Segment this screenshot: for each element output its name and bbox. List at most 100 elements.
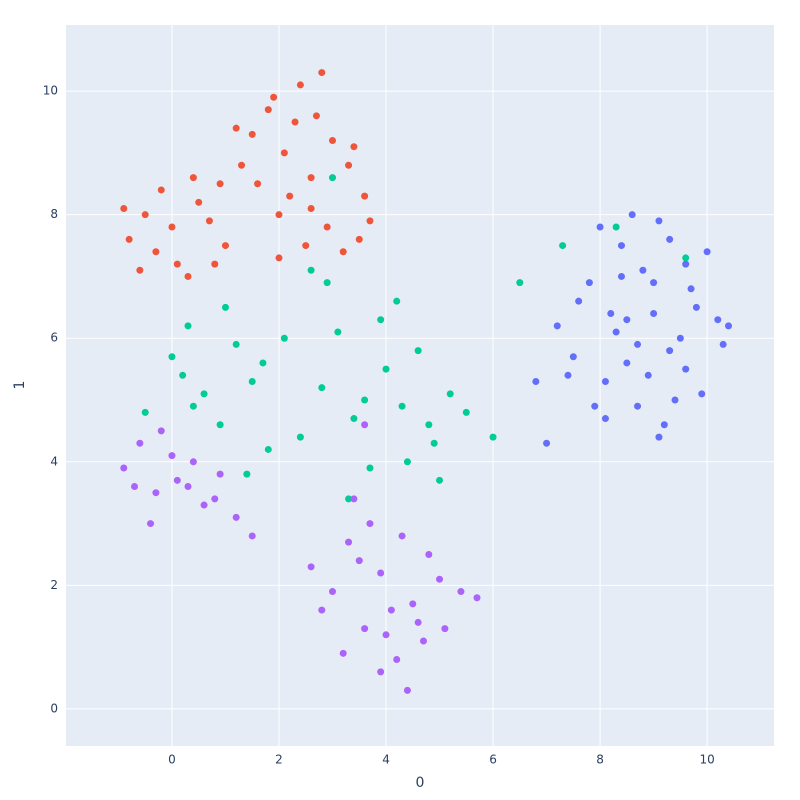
- point: [607, 310, 615, 318]
- point: [221, 303, 229, 311]
- x-axis-title: 0: [416, 775, 425, 791]
- point: [189, 458, 197, 466]
- point: [312, 112, 320, 120]
- point: [141, 408, 149, 416]
- point: [553, 322, 561, 330]
- y-tick-label: 0: [50, 701, 58, 715]
- point: [355, 235, 363, 243]
- point: [216, 470, 224, 478]
- point: [398, 532, 406, 540]
- point: [125, 235, 133, 243]
- y-tick-label: 2: [50, 578, 58, 592]
- x-tick-label: 4: [382, 753, 390, 767]
- y-tick-label: 4: [50, 454, 58, 468]
- point: [270, 93, 278, 101]
- point: [130, 483, 138, 491]
- point: [350, 143, 358, 151]
- point: [591, 402, 599, 410]
- point: [307, 204, 315, 212]
- point: [414, 347, 422, 355]
- point: [377, 569, 385, 577]
- point: [682, 260, 690, 268]
- point: [409, 600, 417, 608]
- point: [350, 495, 358, 503]
- x-tick-label: 10: [699, 753, 714, 767]
- point: [173, 476, 181, 484]
- point: [414, 618, 422, 626]
- point: [569, 353, 577, 361]
- point: [307, 563, 315, 571]
- point: [628, 211, 636, 219]
- point: [644, 371, 652, 379]
- point: [152, 489, 160, 497]
- point: [377, 668, 385, 676]
- point: [666, 235, 674, 243]
- point: [200, 501, 208, 509]
- point: [473, 594, 481, 602]
- point: [377, 316, 385, 324]
- point: [601, 415, 609, 423]
- point: [398, 402, 406, 410]
- point: [195, 198, 203, 206]
- plot-area: [66, 25, 774, 746]
- point: [221, 242, 229, 250]
- point: [532, 377, 540, 385]
- point: [243, 470, 251, 478]
- point: [612, 223, 620, 231]
- point: [660, 421, 668, 429]
- point: [216, 180, 224, 188]
- point: [634, 340, 642, 348]
- point: [446, 390, 454, 398]
- point: [147, 520, 155, 528]
- point: [157, 427, 165, 435]
- point: [623, 359, 631, 367]
- point: [719, 340, 727, 348]
- point: [173, 260, 181, 268]
- point: [564, 371, 572, 379]
- point: [296, 81, 304, 89]
- point: [355, 557, 363, 565]
- point: [318, 606, 326, 614]
- point: [211, 260, 219, 268]
- point: [296, 433, 304, 441]
- point: [184, 272, 192, 280]
- point: [361, 396, 369, 404]
- point: [575, 297, 583, 305]
- point: [617, 242, 625, 250]
- point: [382, 631, 390, 639]
- point: [612, 328, 620, 336]
- point: [366, 520, 374, 528]
- point: [350, 415, 358, 423]
- point: [232, 124, 240, 132]
- point: [345, 538, 353, 546]
- point: [120, 464, 128, 472]
- y-tick-label: 10: [43, 84, 58, 98]
- point: [714, 316, 722, 324]
- points: [120, 69, 733, 694]
- point: [136, 266, 144, 274]
- point: [687, 285, 695, 293]
- grid: [66, 25, 774, 746]
- point: [393, 297, 401, 305]
- point: [403, 458, 411, 466]
- point: [329, 174, 337, 182]
- point: [275, 211, 283, 219]
- point: [120, 204, 128, 212]
- point: [634, 402, 642, 410]
- point: [650, 310, 658, 318]
- point: [655, 433, 663, 441]
- point: [184, 483, 192, 491]
- point: [543, 439, 551, 447]
- point: [425, 421, 433, 429]
- point: [361, 421, 369, 429]
- x-tick-label: 2: [275, 753, 283, 767]
- y-tick-label: 8: [50, 207, 58, 221]
- point: [323, 279, 331, 287]
- point: [462, 408, 470, 416]
- point: [189, 174, 197, 182]
- point: [280, 334, 288, 342]
- point: [345, 161, 353, 169]
- point: [168, 353, 176, 361]
- point: [387, 606, 395, 614]
